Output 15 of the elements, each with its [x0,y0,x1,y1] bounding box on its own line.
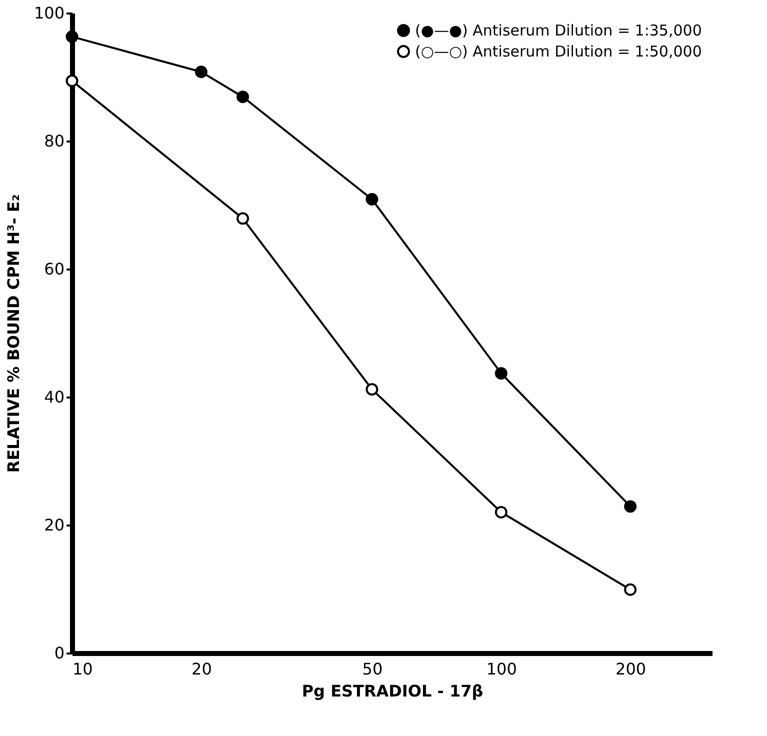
x-tick-label: 10 [72,660,93,678]
x-tick-label: 100 [486,660,517,678]
y-tick-label: 100 [34,4,64,22]
y-tick-label: 80 [44,132,64,150]
x-axis-title: Pg ESTRADIOL - 17β [302,682,484,700]
x-tick-label: 200 [616,660,646,678]
x-tick-label: 20 [192,660,212,678]
y-axis-title: RELATIVE % BOUND CPM H³- E₂ [4,194,23,473]
y-tick-label: 60 [44,260,64,278]
legend-label: (○—○) Antiserum Dilution = 1:50,000 [415,42,702,60]
y-tick-label: 0 [54,644,64,662]
y-tick-label: 40 [44,388,64,406]
legend-label: (●—●) Antiserum Dilution = 1:35,000 [415,22,702,40]
y-tick-label: 20 [44,516,64,534]
x-tick-label: 50 [362,660,383,678]
